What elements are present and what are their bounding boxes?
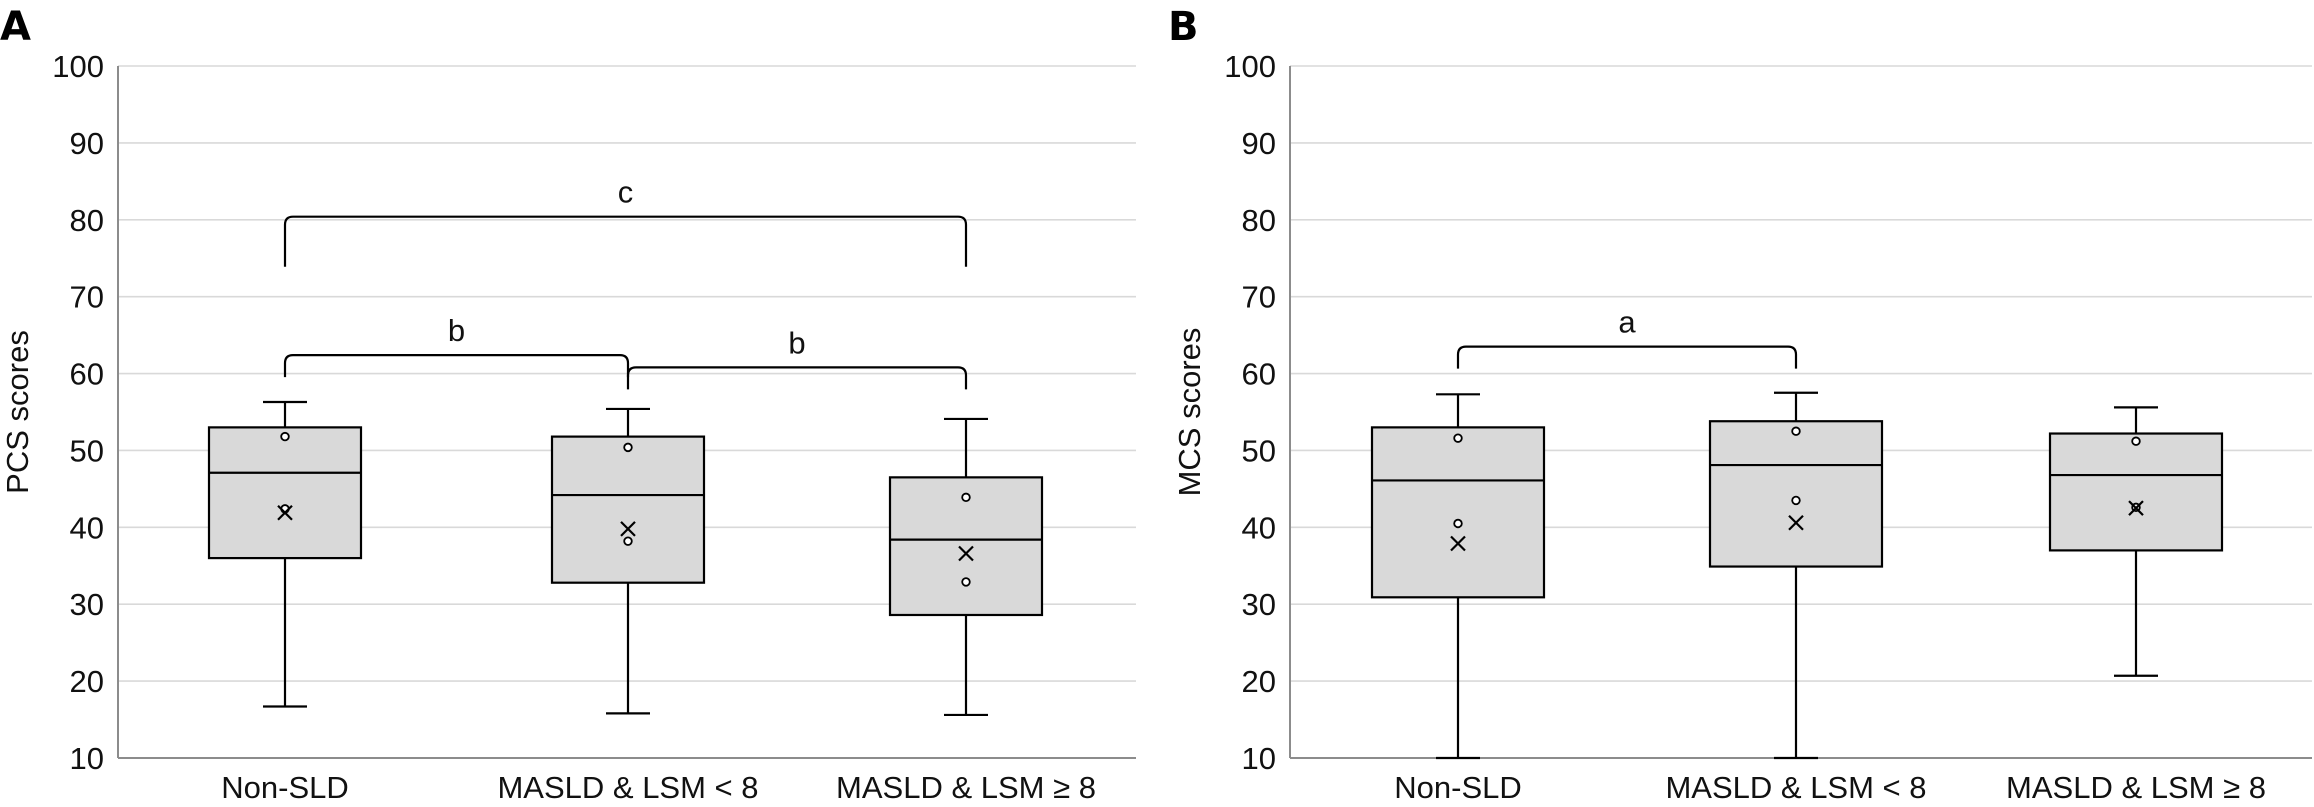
significance-label: b xyxy=(788,325,805,360)
category-label: MASLD & LSM ≥ 8 xyxy=(836,770,1096,805)
mean-marker xyxy=(2128,500,2144,516)
mean-marker xyxy=(1788,514,1804,531)
y-tick-label: 40 xyxy=(1242,510,1276,545)
mean-marker xyxy=(620,521,636,537)
panel-letter: A xyxy=(0,4,31,50)
bracket-line xyxy=(283,215,968,267)
y-tick-label: 30 xyxy=(1242,587,1276,622)
outlier-point xyxy=(2131,436,2141,446)
significance-label: b xyxy=(448,313,465,348)
y-tick-label: 100 xyxy=(52,49,104,84)
y-tick-label: 60 xyxy=(70,357,104,392)
y-axis-title: PCS scores xyxy=(0,330,35,494)
y-tick-label: 70 xyxy=(1242,280,1276,315)
y-tick-label: 90 xyxy=(70,126,104,161)
mean-marker xyxy=(277,504,293,521)
category-label: MASLD & LSM ≥ 8 xyxy=(2006,770,2266,805)
significance-bracket: c xyxy=(283,175,968,267)
y-tick-label: 50 xyxy=(1242,433,1276,468)
outlier-point xyxy=(961,577,971,587)
bracket-line xyxy=(626,366,968,390)
category-label: MASLD & LSM < 8 xyxy=(1665,770,1926,805)
iqr-box xyxy=(207,426,363,560)
y-tick-label: 30 xyxy=(70,587,104,622)
panel-a: A 10 20 30 40 50 60 70 80 90 100 PCS scores Non-SLD M… xyxy=(0,4,1136,805)
y-tick-label: 80 xyxy=(70,203,104,238)
box-2: MASLD & LSM < 8 xyxy=(1665,391,1927,805)
outlier-point xyxy=(623,536,633,546)
box-1: Non-SLD xyxy=(1370,393,1546,805)
bracket-line xyxy=(1456,345,1798,369)
outlier-point xyxy=(1791,426,1801,436)
iqr-box xyxy=(550,435,706,584)
category-label: MASLD & LSM < 8 xyxy=(497,770,758,805)
panel-letter: B xyxy=(1168,4,1199,50)
mean-marker xyxy=(958,545,974,562)
outlier-point xyxy=(1791,495,1801,506)
significance-bracket: b xyxy=(626,325,968,390)
iqr-box xyxy=(1708,420,1884,568)
box-2: MASLD & LSM < 8 xyxy=(497,407,759,805)
outlier-point xyxy=(1453,433,1463,443)
y-tick-label: 40 xyxy=(70,510,104,545)
significance-label: a xyxy=(1618,305,1636,340)
y-tick-label: 50 xyxy=(70,433,104,468)
panel-b: B 10 20 30 40 50 60 70 80 90 100 MCS scores Non-SLD M… xyxy=(1168,4,2312,805)
bracket-line xyxy=(283,354,630,378)
outlier-point xyxy=(623,442,633,453)
box-3: MASLD & LSM ≥ 8 xyxy=(2006,406,2266,805)
y-tick-label: 20 xyxy=(1242,664,1276,699)
outlier-point xyxy=(280,431,290,442)
y-tick-label: 10 xyxy=(1242,741,1276,776)
y-tick-label: 80 xyxy=(1242,203,1276,238)
box-3: MASLD & LSM ≥ 8 xyxy=(836,417,1096,805)
significance-bracket: a xyxy=(1456,305,1798,369)
iqr-box xyxy=(1370,426,1546,599)
category-label: Non-SLD xyxy=(221,770,349,805)
significance-bracket: b xyxy=(283,313,630,378)
y-tick-label: 60 xyxy=(1242,357,1276,392)
y-tick-label: 70 xyxy=(70,280,104,315)
outlier-point xyxy=(961,492,971,503)
box-1: Non-SLD xyxy=(207,400,363,805)
y-tick-label: 20 xyxy=(70,664,104,699)
outlier-point xyxy=(1453,518,1463,529)
y-tick-label: 10 xyxy=(70,741,104,776)
significance-label: c xyxy=(618,175,634,210)
mean-marker xyxy=(1450,535,1466,552)
y-axis-title: MCS scores xyxy=(1172,328,1207,497)
category-label: Non-SLD xyxy=(1394,770,1522,805)
iqr-box xyxy=(2048,432,2224,552)
y-tick-label: 100 xyxy=(1224,49,1276,84)
y-tick-label: 90 xyxy=(1242,126,1276,161)
